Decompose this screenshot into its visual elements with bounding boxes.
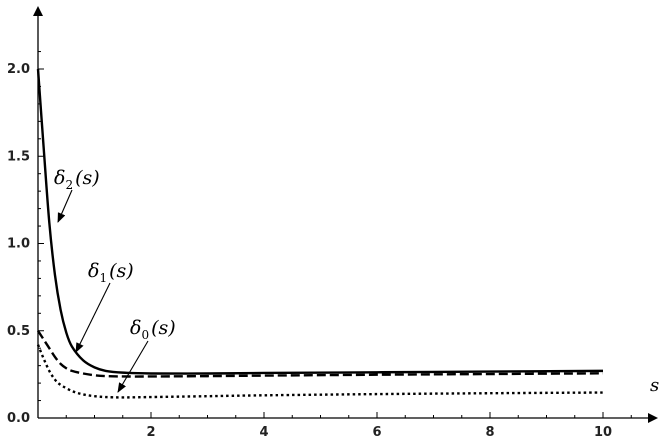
y-tick-label: 0.5 [7,324,30,339]
series-line-0 [36,68,604,375]
x-axis-label: s [650,375,659,396]
y-tick-label: 1.0 [7,237,30,252]
y-tick-label: 1.5 [7,149,30,164]
annotation-label-2: δ2 (s) [54,167,100,192]
annotation-label-1: δ1 (s) [88,260,134,285]
x-tick-label: 4 [259,425,268,440]
x-tick-label: 8 [485,425,494,440]
x-tick-label: 2 [146,425,155,440]
y-tick-label: 2.0 [7,62,30,77]
annotation-arrow-1 [75,282,111,353]
y-tick-label: 0.0 [7,411,30,426]
series-line-2 [36,344,604,399]
series-line-1 [36,330,604,378]
x-tick-label: 10 [594,425,612,440]
series-group [36,68,604,399]
axes: s [33,6,659,423]
annotation-arrow-0 [117,340,149,393]
annotations: δ2 (s) δ1 (s) δ0 (s) [54,167,176,393]
x-tick-label: 6 [372,425,381,440]
ticks: 2 4 6 8 10 0.0 0.5 1.0 1.5 2.0 [7,51,632,440]
annotation-arrow-2 [57,189,73,223]
annotation-label-0: δ0 (s) [130,317,176,342]
